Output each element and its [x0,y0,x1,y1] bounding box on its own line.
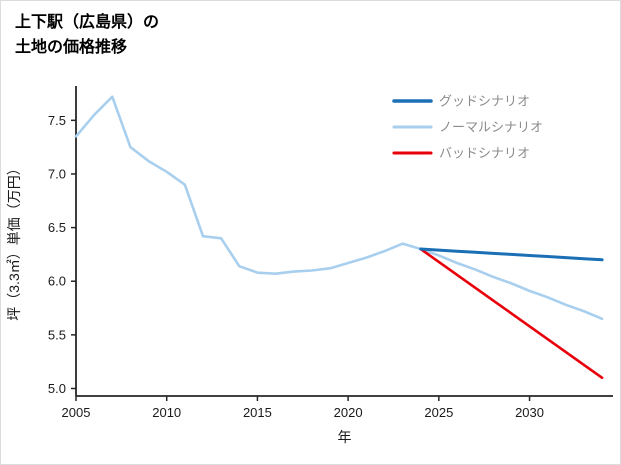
legend-label-bad: バッドシナリオ [439,146,530,161]
series-line-good [419,247,604,262]
legend-label-normal: ノーマルシナリオ [439,120,543,135]
y-axis-label: 坪（3.3㎡）単価（万円） [6,161,22,320]
y-tick-label: 7.0 [48,166,66,181]
price-trend-chart: 2005 2010 2015 2020 2025 2030 5.0 5.5 6.0 6.5 7.0 7… [6,86,613,445]
y-tick-label: 7.5 [48,113,66,128]
y-tick-label: 5.0 [48,381,66,396]
x-tick-label: 2030 [515,405,544,420]
x-axis-label: 年 [338,429,352,445]
legend-label-good: グッドシナリオ [439,94,530,109]
page-title-line2: 土地の価格推移 [15,38,128,56]
y-tick-label: 6.0 [48,274,66,289]
x-tick-label: 2010 [152,405,181,420]
series-line-normal [74,95,604,321]
x-tick-label: 2005 [62,405,91,420]
x-tick-label: 2015 [243,405,272,420]
y-tick-label: 6.5 [48,220,66,235]
page-title-line1: 上下駅（広島県）の [15,14,160,31]
page-title: 上下駅（広島県）の 土地の価格推移 [15,11,159,61]
x-tick-label: 2020 [334,405,363,420]
series-line-bad [419,247,604,380]
y-tick-label: 5.5 [48,327,66,342]
x-tick-label: 2025 [424,405,453,420]
